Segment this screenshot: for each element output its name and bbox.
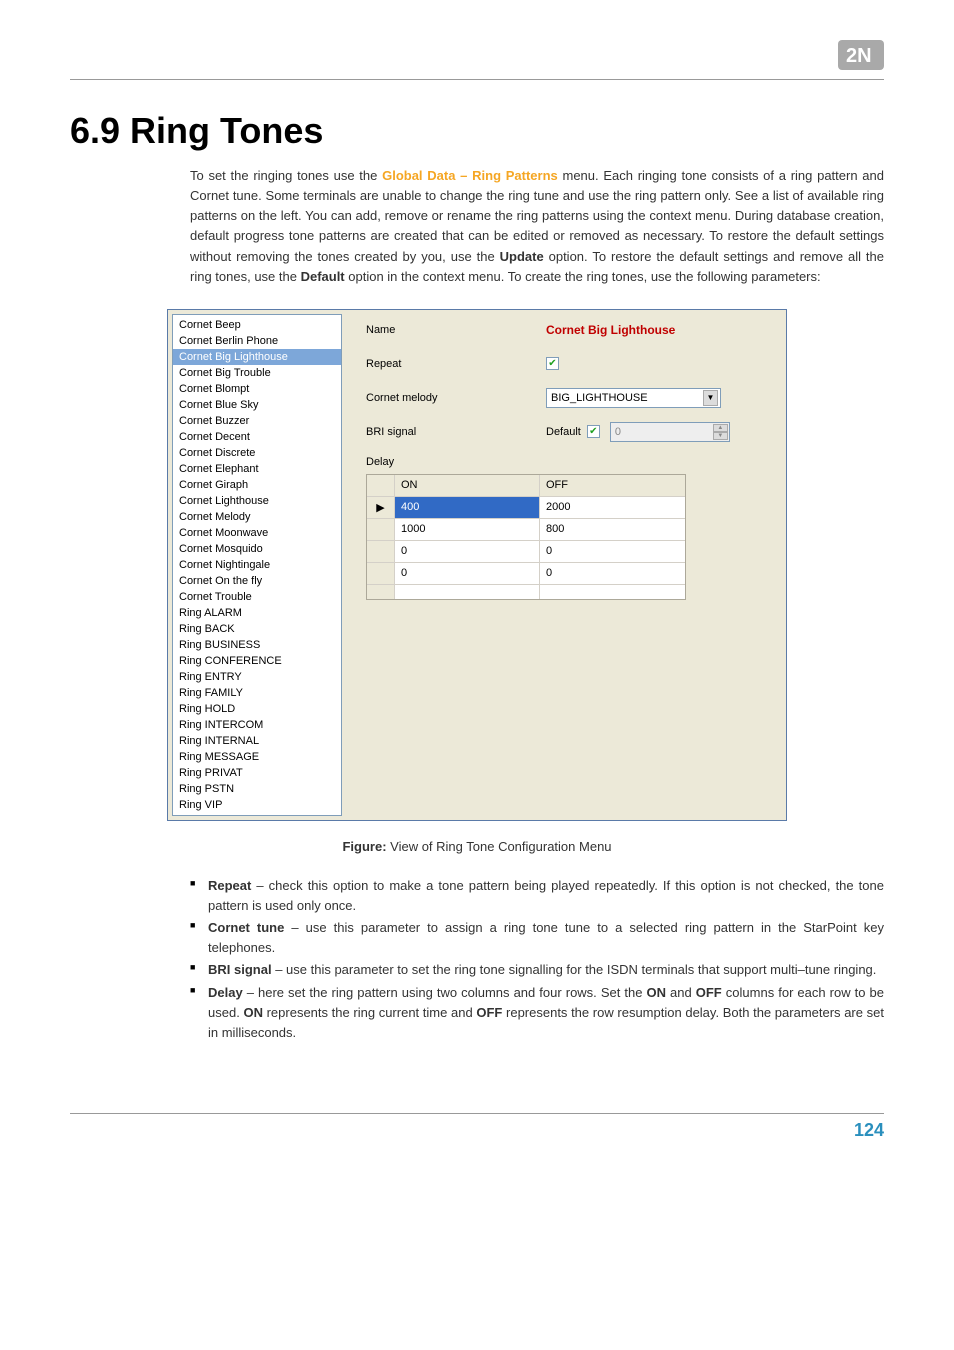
pattern-list-item[interactable]: Ring FAMILY xyxy=(173,685,341,701)
bri-signal-spinner[interactable]: 0 ▲▼ xyxy=(610,422,730,442)
pattern-list-item[interactable]: Cornet Lighthouse xyxy=(173,493,341,509)
menu-path: Global Data – Ring Patterns xyxy=(382,168,558,183)
pattern-list-item[interactable]: Cornet Giraph xyxy=(173,477,341,493)
page-footer: 124 xyxy=(70,1113,884,1141)
pattern-list-item[interactable]: Ring INTERNAL xyxy=(173,733,341,749)
pattern-list-item[interactable]: Ring HOLD xyxy=(173,701,341,717)
bri-default-label: Default xyxy=(546,426,581,438)
pattern-list-item[interactable]: Ring MESSAGE xyxy=(173,749,341,765)
delay-header-off: OFF xyxy=(540,475,685,497)
delay-row[interactable]: 00 xyxy=(367,563,685,585)
cornet-melody-dropdown[interactable]: BIG_LIGHTHOUSE ▼ xyxy=(546,388,721,408)
pattern-list-item[interactable]: Ring ENTRY xyxy=(173,669,341,685)
page-heading: 6.9 Ring Tones xyxy=(70,110,884,152)
param-bri-signal: BRI signal – use this parameter to set t… xyxy=(190,960,884,980)
pattern-list-item[interactable]: Ring VIP xyxy=(173,797,341,813)
header-bar: 2N xyxy=(70,40,884,80)
cornet-melody-label: Cornet melody xyxy=(366,392,546,404)
param-repeat: Repeat – check this option to make a ton… xyxy=(190,876,884,916)
pattern-list-item[interactable]: Cornet Big Trouble xyxy=(173,365,341,381)
repeat-checkbox[interactable]: ✔ xyxy=(546,357,559,370)
delay-table[interactable]: ON OFF ▶400200010008000000 xyxy=(366,474,686,600)
ring-tone-config-screenshot: Cornet BeepCornet Berlin PhoneCornet Big… xyxy=(167,309,787,821)
pattern-list-item[interactable]: Cornet Nightingale xyxy=(173,557,341,573)
delay-label: Delay xyxy=(366,456,768,468)
pattern-list-item[interactable]: Ring BACK xyxy=(173,621,341,637)
bri-default-checkbox[interactable]: ✔ xyxy=(587,425,600,438)
delay-header-on: ON xyxy=(395,475,540,497)
pattern-list-item[interactable]: Cornet Trouble xyxy=(173,589,341,605)
delay-row[interactable]: 00 xyxy=(367,541,685,563)
pattern-list-item[interactable]: Cornet Discrete xyxy=(173,445,341,461)
pattern-list-item[interactable]: Cornet Berlin Phone xyxy=(173,333,341,349)
pattern-list-item[interactable]: Cornet Melody xyxy=(173,509,341,525)
name-label: Name xyxy=(366,324,546,336)
repeat-label: Repeat xyxy=(366,358,546,370)
param-cornet-tune: Cornet tune – use this parameter to assi… xyxy=(190,918,884,958)
svg-text:2N: 2N xyxy=(846,45,872,67)
pattern-list-item[interactable]: Ring INTERCOM xyxy=(173,717,341,733)
bri-signal-label: BRI signal xyxy=(366,426,546,438)
pattern-list-item[interactable]: Cornet On the fly xyxy=(173,573,341,589)
chevron-down-icon: ▼ xyxy=(703,390,718,406)
pattern-list-item[interactable]: Cornet Blompt xyxy=(173,381,341,397)
pattern-list-item[interactable]: Ring PSTN xyxy=(173,781,341,797)
delay-row[interactable]: ▶4002000 xyxy=(367,497,685,519)
logo-2n: 2N xyxy=(838,40,884,70)
pattern-list-item[interactable]: Ring CONFERENCE xyxy=(173,653,341,669)
param-delay: Delay – here set the ring pattern using … xyxy=(190,983,884,1043)
pattern-list-item[interactable]: Cornet Beep xyxy=(173,317,341,333)
pattern-list-item[interactable]: Cornet Mosquido xyxy=(173,541,341,557)
pattern-list-item[interactable]: Cornet Decent xyxy=(173,429,341,445)
delay-row[interactable]: 1000800 xyxy=(367,519,685,541)
name-value: Cornet Big Lighthouse xyxy=(546,323,675,337)
pattern-list-item[interactable]: Ring PRIVAT xyxy=(173,765,341,781)
figure-caption: Figure: View of Ring Tone Configuration … xyxy=(70,839,884,854)
spin-up-icon[interactable]: ▲ xyxy=(713,424,728,432)
pattern-list-item[interactable]: Cornet Moonwave xyxy=(173,525,341,541)
pattern-list-item[interactable]: Ring ALARM xyxy=(173,605,341,621)
pattern-list-item[interactable]: Cornet Buzzer xyxy=(173,413,341,429)
intro-paragraph: To set the ringing tones use the Global … xyxy=(190,166,884,287)
page-number: 124 xyxy=(854,1120,884,1140)
pattern-list-item[interactable]: Cornet Blue Sky xyxy=(173,397,341,413)
pattern-list-item[interactable]: Cornet Big Lighthouse xyxy=(173,349,341,365)
pattern-list-item[interactable]: Ring BUSINESS xyxy=(173,637,341,653)
spin-down-icon[interactable]: ▼ xyxy=(713,432,728,440)
pattern-list-item[interactable]: Cornet Elephant xyxy=(173,461,341,477)
pattern-list[interactable]: Cornet BeepCornet Berlin PhoneCornet Big… xyxy=(172,314,342,816)
